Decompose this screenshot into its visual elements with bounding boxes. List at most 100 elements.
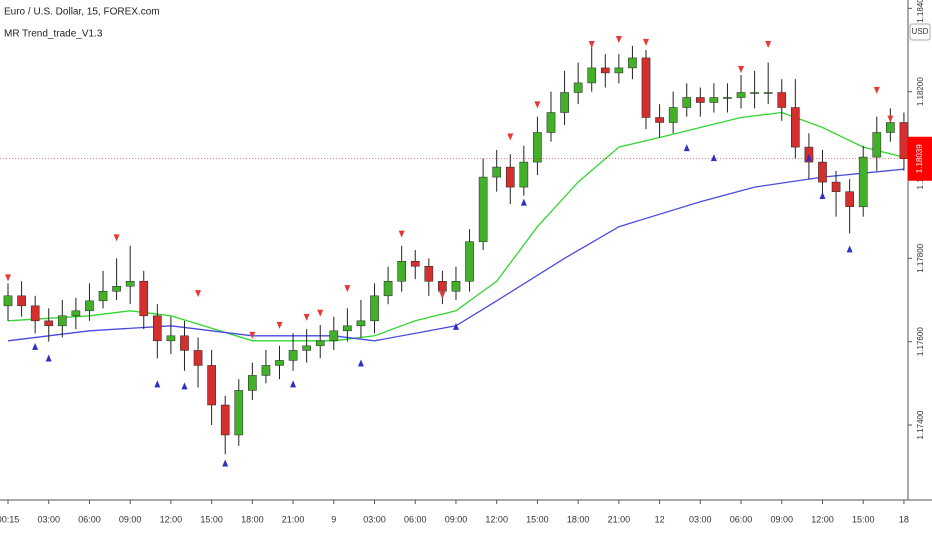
candle-body (492, 166, 502, 178)
x-tick-label: 21:00 (608, 514, 631, 524)
x-tick-label: 15:00 (526, 514, 549, 524)
candle-body (723, 97, 732, 99)
sell-signal (195, 290, 202, 298)
x-tick-label: 00:15 (0, 514, 19, 524)
candle-body (451, 281, 461, 292)
buy-signal (819, 192, 826, 199)
candle-body (180, 335, 189, 351)
x-tick-label: 9 (331, 514, 336, 524)
sell-signal (113, 234, 120, 242)
candle-body (139, 281, 149, 317)
candle-body (44, 320, 54, 327)
candle-body (329, 330, 339, 342)
sell-signal (398, 230, 405, 238)
buy-signal (45, 354, 52, 362)
x-tick-label: 09:00 (119, 514, 142, 524)
x-tick-label: 15:00 (852, 514, 875, 524)
sell-signal (344, 285, 351, 293)
sell-signal (765, 41, 772, 48)
candle-body (356, 320, 366, 327)
candle-body (465, 241, 474, 282)
sell-signal (887, 115, 894, 123)
candle-body (831, 181, 841, 192)
candle-body (533, 132, 542, 163)
candle-body (505, 166, 515, 188)
x-tick-label: 18:00 (567, 514, 590, 524)
candle-body (288, 350, 298, 361)
sell-signal (588, 41, 595, 48)
buy-signal (846, 245, 853, 253)
candle-body (777, 92, 787, 108)
candle-body (614, 67, 624, 74)
candle-body (438, 281, 447, 292)
buy-signal (181, 382, 188, 390)
candle-body (899, 122, 909, 159)
candle-body (125, 281, 135, 287)
candle-body (695, 97, 705, 103)
candle-body (858, 156, 868, 207)
candle-body (17, 295, 26, 307)
x-tick-label: 18:00 (241, 514, 264, 524)
x-tick-label: 21:00 (282, 514, 305, 524)
candle-body (315, 340, 325, 347)
candle-body (30, 305, 40, 322)
candle-body (818, 161, 827, 183)
candle-body (668, 107, 678, 123)
candle-body (85, 300, 94, 312)
sell-signal (615, 36, 622, 43)
candle-body (98, 291, 108, 302)
x-tick-label: 09:00 (770, 514, 793, 524)
x-tick-label: 03:00 (37, 514, 60, 524)
candle-body (343, 325, 352, 332)
y-tick-label: 1.17800 (916, 243, 925, 272)
x-tick-label: 06:00 (730, 514, 753, 524)
indicator-name: MR Trend_trade_V1.3 (4, 29, 103, 40)
candle-body (736, 92, 746, 98)
candle-body (234, 390, 244, 436)
candle-body (478, 176, 488, 242)
x-tick-label: 18 (899, 514, 909, 524)
buy-signal (357, 359, 364, 367)
candle-body (166, 335, 176, 342)
buy-signal (452, 322, 459, 330)
candle-body (207, 365, 216, 406)
x-tick-label: 12 (655, 514, 665, 524)
sell-signal (643, 38, 650, 46)
candle-body (750, 92, 759, 94)
candle-body (153, 315, 162, 342)
candle-body (886, 122, 895, 133)
buy-signal (32, 342, 39, 350)
candle-body (655, 117, 664, 123)
candle-body (112, 286, 121, 292)
sell-signal (507, 133, 514, 141)
x-tick-label: 09:00 (445, 514, 468, 524)
candle-body (872, 132, 882, 158)
candle-body (682, 97, 692, 108)
sell-signal (276, 321, 283, 329)
last-price-box (908, 136, 932, 181)
candle-body (763, 92, 773, 94)
last-price-label: 1.18039 (915, 144, 924, 173)
x-tick-label: 12:00 (485, 514, 508, 524)
candle-body (709, 97, 719, 103)
candle-body (424, 266, 434, 282)
buy-signal (520, 198, 527, 206)
sell-signal (439, 291, 446, 299)
candle-body (628, 57, 637, 69)
y-tick-label: 1.17600 (916, 327, 925, 356)
y-tick-label: 1.18200 (916, 77, 925, 106)
buy-signal (805, 154, 812, 162)
buy-signal (710, 154, 717, 162)
candle-body (845, 191, 854, 207)
y-tick-label: 1.17400 (916, 410, 925, 439)
x-tick-label: 03:00 (689, 514, 712, 524)
buy-signal (683, 144, 690, 152)
sell-signal (738, 66, 745, 73)
chart-title: Euro / U.S. Dollar, 15, FOREX.com (4, 7, 160, 18)
candle-body (546, 112, 556, 133)
currency-box (909, 23, 931, 41)
sell-signal (873, 86, 880, 94)
candle-body (3, 295, 13, 307)
x-tick-label: 03:00 (363, 514, 386, 524)
